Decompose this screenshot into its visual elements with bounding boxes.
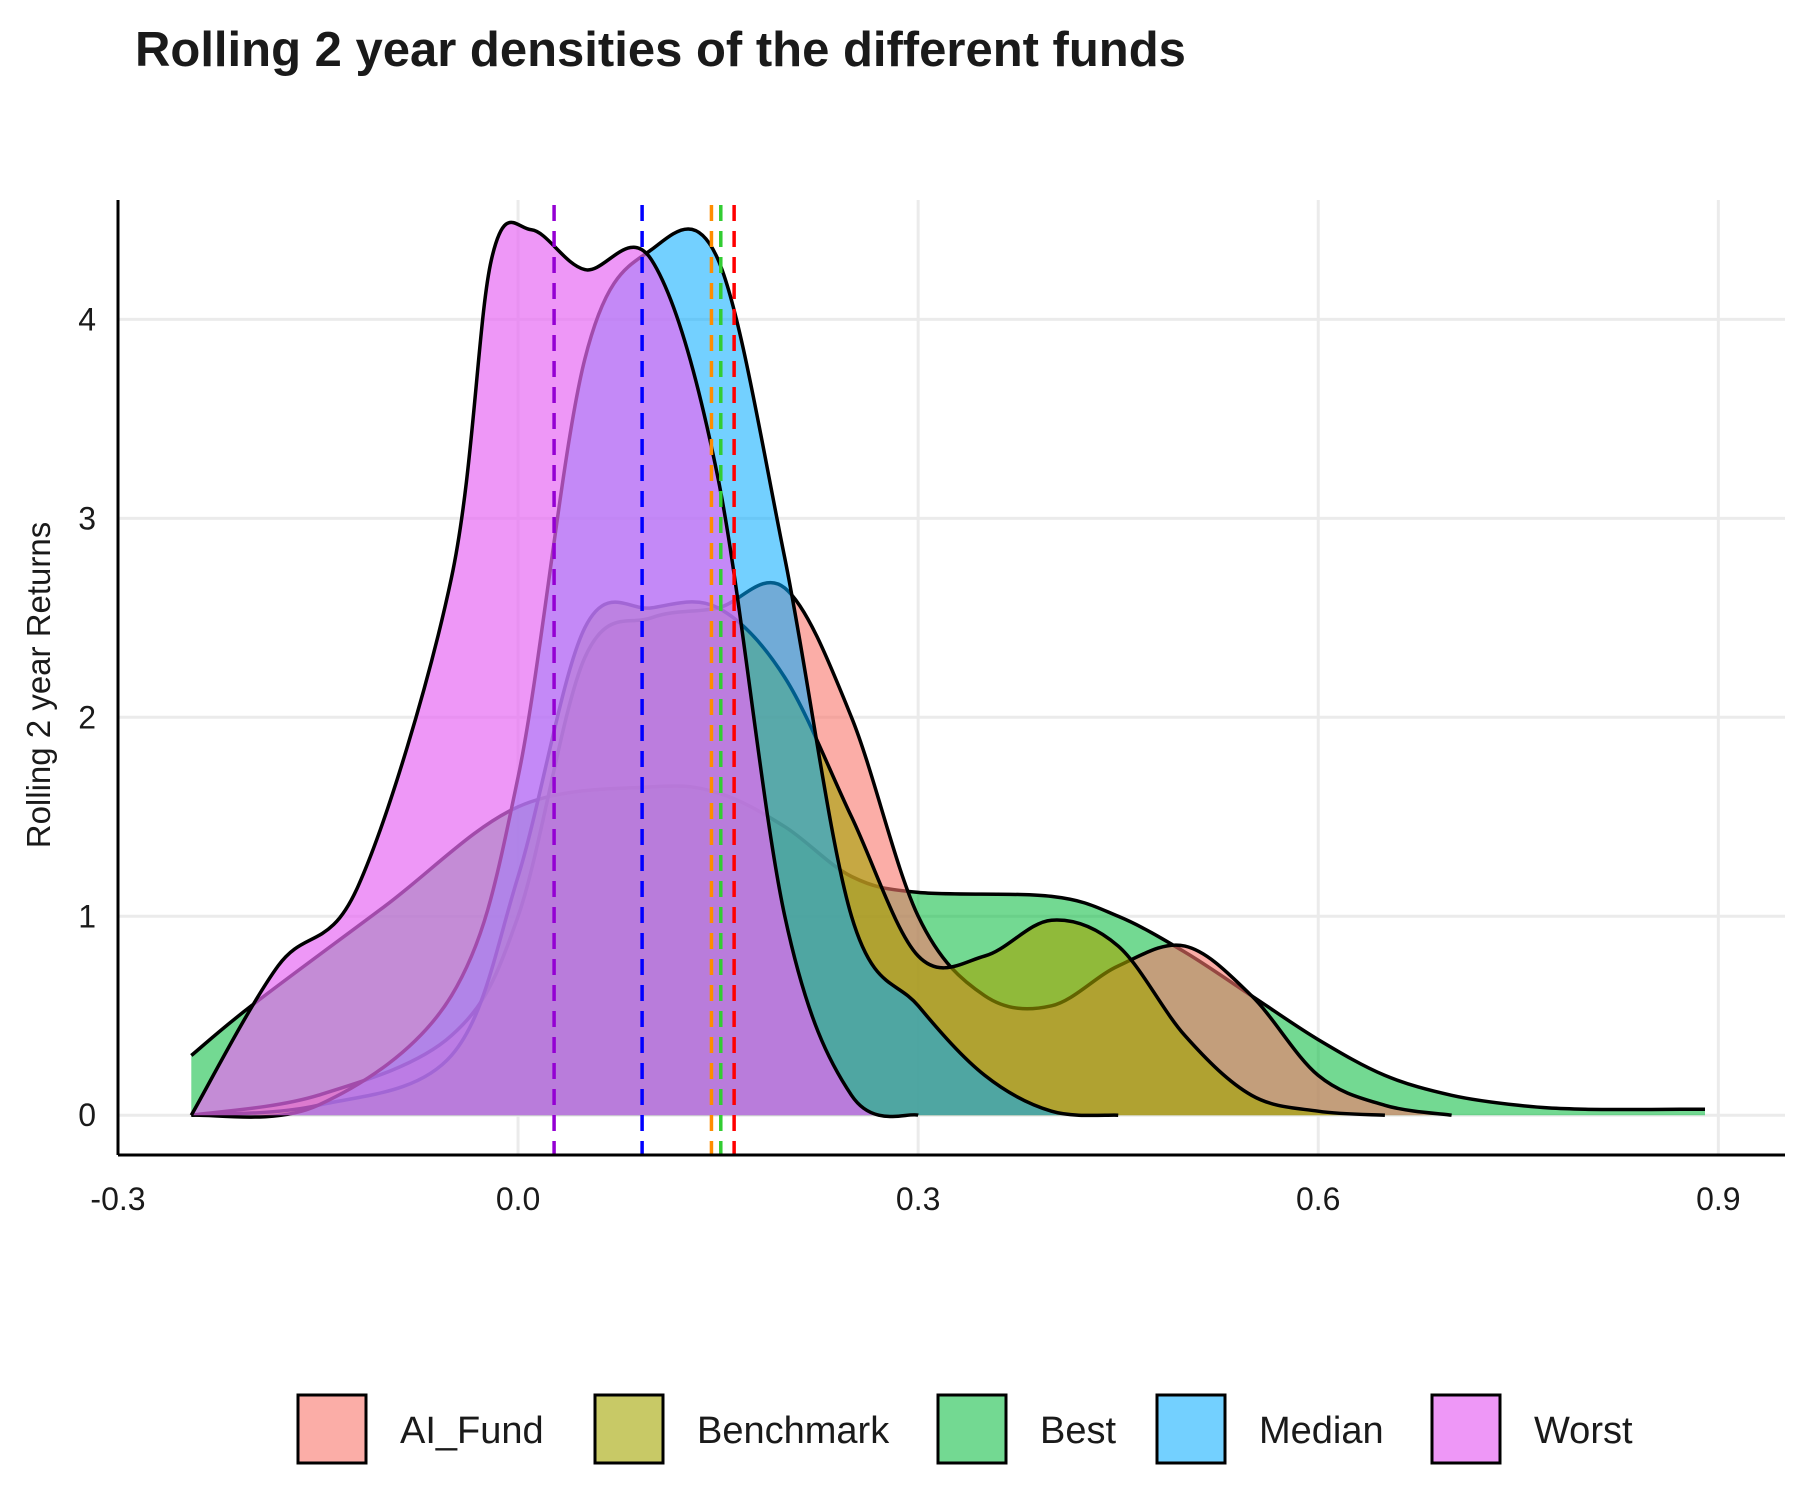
y-axis-title: Rolling 2 year Returns <box>20 522 57 849</box>
legend-label-benchmark: Benchmark <box>697 1410 890 1452</box>
legend-label-worst: Worst <box>1534 1410 1633 1452</box>
legend-key-benchmark <box>593 1393 665 1465</box>
legend-label-ai-fund: AI_Fund <box>400 1410 544 1452</box>
legend: AI_Fund Benchmark Best Median Worst <box>296 1393 1633 1465</box>
legend-key-worst <box>1430 1393 1502 1465</box>
tick-labels: -0.3 0.0 0.3 0.6 0.9 0 1 2 3 4 <box>78 301 1740 1217</box>
axes <box>116 200 1785 1157</box>
x-tick-label-4: 0.9 <box>1696 1181 1740 1217</box>
y-tick-label-2: 2 <box>78 699 96 735</box>
y-tick-label-0: 0 <box>78 1097 96 1133</box>
x-tick-label-0: -0.3 <box>90 1181 145 1217</box>
y-tick-label-1: 1 <box>78 898 96 934</box>
legend-label-median: Median <box>1259 1410 1384 1452</box>
legend-label-best: Best <box>1040 1410 1116 1452</box>
density-area-worst <box>191 222 919 1117</box>
y-tick-label-4: 4 <box>78 301 96 337</box>
legend-key-best <box>936 1393 1008 1465</box>
chart-title: Rolling 2 year densities of the differen… <box>135 23 1186 77</box>
legend-key-ai-fund <box>296 1393 368 1465</box>
x-tick-label-1: 0.0 <box>496 1181 540 1217</box>
density-areas <box>189 220 1706 1119</box>
y-tick-label-3: 3 <box>78 500 96 536</box>
x-tick-label-3: 0.6 <box>1296 1181 1340 1217</box>
x-tick-label-2: 0.3 <box>896 1181 940 1217</box>
legend-key-median <box>1155 1393 1227 1465</box>
mean-lines <box>552 205 736 1155</box>
